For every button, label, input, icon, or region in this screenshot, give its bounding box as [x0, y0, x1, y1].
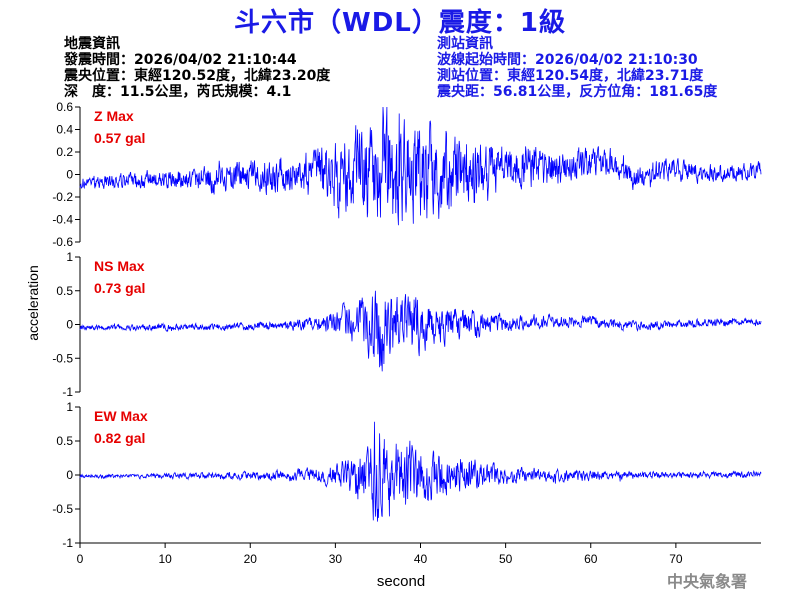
panel-ew: -1 -0.5 0 0.5 1 EW Max 0.82 gal — [52, 400, 762, 550]
x-tick-label: 0 — [77, 552, 84, 566]
max-label: Z Max — [94, 108, 134, 124]
panel-z: -0.6 -0.4 -0.2 0 0.2 0.4 0.6 Z Max 0.57 gal — [52, 100, 762, 249]
x-tick-label: 40 — [414, 552, 428, 566]
x-axis: 0 10 20 30 40 50 60 70 — [77, 542, 761, 566]
max-value: 0.57 gal — [94, 130, 145, 146]
y-tick-label: 0.5 — [56, 284, 73, 298]
station-location: 測站位置：東經120.54度，北緯23.71度 — [437, 68, 704, 84]
max-value: 0.82 gal — [94, 430, 145, 446]
quake-epicenter: 震央位置：東經120.52度，北緯23.20度 — [64, 68, 331, 84]
y-tick-label: -0.6 — [52, 235, 73, 249]
y-tick-label: 0 — [66, 168, 73, 182]
y-tick-label: 1 — [66, 400, 73, 414]
max-label: EW Max — [94, 408, 148, 424]
quake-info-block: 地震資訊 發震時間：2026/04/02 21:10:44 震央位置：東經120… — [64, 36, 330, 100]
quake-origin-time: 發震時間：2026/04/02 21:10:44 — [64, 52, 297, 68]
waveform-trace-ns — [79, 290, 762, 372]
x-tick-label: 30 — [329, 552, 343, 566]
x-axis-label: second — [377, 573, 425, 590]
station-info-block: 測站資訊 波線起始時間：2026/04/02 21:10:30 測站位置：東經1… — [437, 36, 717, 100]
x-tick-label: 70 — [669, 552, 683, 566]
watermark: 中央氣象署 — [667, 572, 747, 591]
y-tick-label: -1 — [62, 536, 73, 550]
y-tick-label: 0.6 — [56, 100, 73, 114]
x-tick-label: 10 — [158, 552, 172, 566]
y-tick-label: 0.4 — [56, 123, 73, 137]
y-tick-label: -0.5 — [52, 351, 73, 365]
y-tick-label: -0.5 — [52, 502, 73, 516]
y-tick-label: 0.5 — [56, 434, 73, 448]
waveform-start-time: 波線起始時間：2026/04/02 21:10:30 — [437, 52, 698, 68]
y-tick-label: 0 — [66, 468, 73, 482]
station-info-heading: 測站資訊 — [437, 36, 493, 52]
x-tick-label: 60 — [584, 552, 598, 566]
page-title: 斗六市（WDL）震度：1級 — [234, 8, 566, 38]
y-tick-label: 0 — [66, 318, 73, 332]
quake-depth-magnitude: 深 度：11.5公里，芮氏規模：4.1 — [64, 84, 292, 100]
epicentral-distance-azimuth: 震央距：56.81公里，反方位角：181.65度 — [437, 84, 718, 100]
y-axis-label: acceleration — [25, 265, 41, 341]
max-value: 0.73 gal — [94, 280, 145, 296]
y-tick-label: 0.2 — [56, 145, 73, 159]
x-tick-label: 20 — [244, 552, 258, 566]
y-tick-label: -0.2 — [52, 190, 73, 204]
y-tick-label: 1 — [66, 250, 73, 264]
y-tick-label: -1 — [62, 385, 73, 399]
y-tick-label: -0.4 — [52, 213, 73, 227]
waveform-trace-ew — [79, 421, 762, 522]
max-label: NS Max — [94, 258, 145, 274]
waveform-trace-z — [79, 106, 762, 226]
quake-info-heading: 地震資訊 — [64, 36, 120, 52]
x-tick-label: 50 — [499, 552, 513, 566]
panel-ns: -1 -0.5 0 0.5 1 NS Max 0.73 gal — [52, 250, 762, 399]
